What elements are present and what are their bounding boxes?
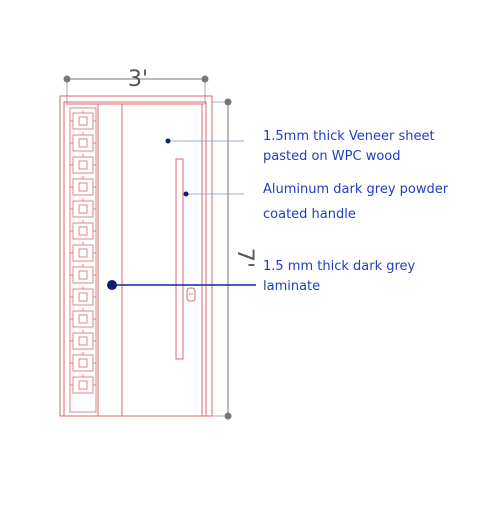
veneer-annotation-line2: pasted on WPC wood [263,149,401,164]
fret-motif-inner [78,160,88,170]
fret-strip-border [69,107,97,413]
fret-motif-inner [78,182,88,192]
laminate-leader-dot [107,280,117,290]
door-frame [59,95,213,417]
door-handle [175,158,196,360]
veneer-annotation-line1: 1.5mm thick Veneer sheet [263,129,435,144]
fret-motif-outer [72,310,94,328]
width-dimension-label: 3' [128,67,148,92]
fret-motif-outer [72,244,94,262]
outer-frame [59,95,213,417]
handle-bar [175,158,184,360]
fret-motif-inner [78,116,88,126]
fret-motif-outer [72,156,94,174]
fret-motif-inner [78,380,88,390]
fret-motif-inner [78,270,88,280]
width-dimension: 3' [63,67,209,104]
fret-motif-outer [72,376,94,394]
fret-motif-inner [78,314,88,324]
fret-motif-outer [72,222,94,240]
fret-motif-outer [72,200,94,218]
handle-annotation: Aluminum dark grey powder coated handle [263,177,448,227]
fret-motif-outer [72,288,94,306]
laminate-annotation: 1.5 mm thick dark grey laminate [263,257,415,297]
fret-motif-inner [78,336,88,346]
fret-motif-inner [78,138,88,148]
width-dim-endpoint-left [63,75,71,83]
fret-motif-inner [78,358,88,368]
fret-motif-inner [78,248,88,258]
handle-annotation-line1: Aluminum dark grey powder [263,182,449,197]
width-dim-endpoint-right [201,75,209,83]
height-dim-endpoint-bottom [224,412,232,420]
decorative-fret-strip [69,107,97,413]
height-dimension: 7' [212,98,257,420]
laminate-annotation-line1: 1.5 mm thick dark grey [263,259,416,274]
inner-frame [63,101,207,417]
veneer-leader-dot [165,138,171,144]
lock-cylinder [186,287,196,302]
leader-lines [107,138,256,290]
height-dim-endpoint-top [224,98,232,106]
fret-motif-outer [72,332,94,350]
laminate-annotation-line2: laminate [263,279,321,294]
fret-motif-outer [72,266,94,284]
fret-motif-outer [72,112,94,130]
veneer-annotation: 1.5mm thick Veneer sheet pasted on WPC w… [263,127,435,167]
handle-leader-dot [183,191,189,197]
fret-motif-inner [78,226,88,236]
fret-motif-inner [78,292,88,302]
handle-annotation-line2: coated handle [263,207,356,222]
fret-motif-inner [78,204,88,214]
fret-motif-outer [72,134,94,152]
fret-motif-outer [72,354,94,372]
height-dimension-label: 7' [232,248,257,268]
fret-motif-outer [72,178,94,196]
